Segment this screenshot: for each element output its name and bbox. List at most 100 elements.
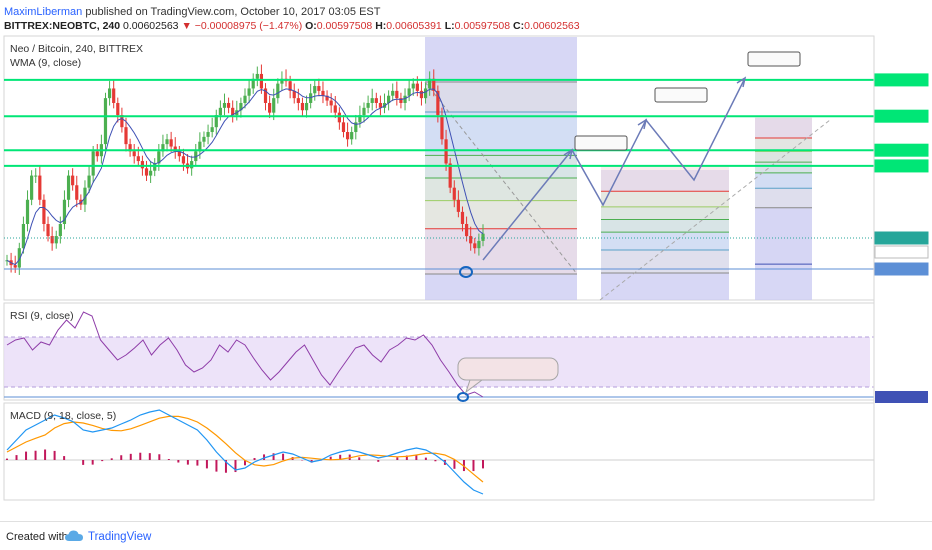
candle-body[interactable] (206, 132, 210, 137)
candle-body[interactable] (259, 73, 264, 89)
candle-body[interactable] (456, 199, 460, 212)
candle-body[interactable] (374, 98, 378, 103)
candle-body[interactable] (280, 78, 284, 84)
candle-body[interactable] (403, 95, 407, 103)
candle-body[interactable] (292, 90, 296, 99)
candle-body[interactable] (272, 98, 276, 113)
candle-body[interactable] (140, 161, 145, 169)
buy-callout[interactable] (457, 357, 559, 381)
candle-body[interactable] (149, 170, 153, 176)
candle-body[interactable] (198, 141, 202, 152)
candle-body[interactable] (194, 151, 198, 162)
candle-body[interactable] (354, 122, 358, 133)
candle-body[interactable] (165, 139, 169, 145)
candle-body[interactable] (337, 112, 341, 123)
candle-body[interactable] (276, 83, 280, 99)
candle-body[interactable] (173, 146, 177, 152)
target-box[interactable] (574, 135, 628, 151)
candle-body[interactable] (387, 95, 391, 103)
candle-body[interactable] (95, 151, 99, 157)
candle-body[interactable] (309, 93, 313, 103)
candle-body[interactable] (428, 78, 432, 89)
projection-path[interactable] (482, 77, 746, 261)
candle-body[interactable] (432, 78, 436, 91)
candle-body[interactable] (477, 240, 481, 249)
candle-body[interactable] (34, 175, 38, 177)
candle-body[interactable] (268, 102, 272, 113)
candle-body[interactable] (13, 265, 17, 268)
candle-body[interactable] (107, 88, 112, 99)
target-box[interactable] (747, 51, 801, 67)
candle-body[interactable] (321, 90, 325, 96)
candle-body[interactable] (222, 102, 227, 108)
candle-body[interactable] (50, 236, 54, 244)
candle-body[interactable] (71, 175, 75, 186)
candle-body[interactable] (399, 98, 403, 103)
candle-body[interactable] (395, 90, 399, 99)
candle-body[interactable] (473, 243, 477, 249)
candle-body[interactable] (366, 102, 370, 108)
candle-body[interactable] (58, 223, 62, 237)
tradingview-brand[interactable]: TradingView (88, 531, 152, 543)
candle-body[interactable] (444, 139, 448, 164)
candle-body[interactable] (415, 83, 419, 91)
candle-body[interactable] (177, 151, 181, 157)
candle-body[interactable] (329, 100, 333, 106)
candle-body[interactable] (153, 163, 157, 171)
candle-body[interactable] (124, 127, 128, 145)
candle-body[interactable] (103, 98, 108, 145)
candle-body[interactable] (190, 161, 194, 169)
candle-body[interactable] (54, 236, 58, 244)
candle-body[interactable] (243, 95, 247, 103)
candle-body[interactable] (325, 95, 329, 101)
candle-body[interactable] (407, 88, 411, 96)
candle-body[interactable] (87, 175, 91, 188)
candle-body[interactable] (132, 151, 136, 157)
candle-body[interactable] (452, 187, 456, 200)
candle-body[interactable] (112, 88, 116, 103)
candle-body[interactable] (300, 102, 305, 111)
rsi-line[interactable] (6, 311, 484, 398)
candle-body[interactable] (378, 102, 383, 108)
candle-body[interactable] (469, 236, 473, 244)
wma-line[interactable] (6, 88, 484, 266)
candle-body[interactable] (251, 78, 255, 89)
candle-body[interactable] (296, 98, 300, 103)
candle-body[interactable] (419, 90, 424, 99)
candle-body[interactable] (231, 107, 235, 116)
candle-body[interactable] (288, 81, 292, 91)
candle-body[interactable] (391, 90, 395, 96)
candle-body[interactable] (333, 105, 337, 113)
candle-body[interactable] (116, 102, 120, 116)
macd-signal-line[interactable] (6, 415, 484, 483)
candle-body[interactable] (91, 151, 95, 176)
candle-body[interactable] (247, 88, 251, 96)
candle-body[interactable] (169, 139, 173, 147)
candle-body[interactable] (448, 163, 452, 188)
candle-body[interactable] (210, 127, 214, 133)
candle-body[interactable] (460, 211, 465, 224)
candle-body[interactable] (120, 115, 124, 128)
candle-body[interactable] (358, 115, 362, 123)
author-link[interactable]: MaximLiberman (4, 6, 83, 18)
candle-body[interactable] (313, 86, 317, 94)
candle-body[interactable] (423, 88, 428, 99)
trading-chart[interactable]: Neo / Bitcoin, 240, BITTREX WMA (9, clos… (0, 0, 932, 520)
candle-body[interactable] (21, 223, 26, 249)
candle-body[interactable] (75, 185, 79, 200)
candle-body[interactable] (440, 115, 444, 140)
macd-line[interactable] (6, 409, 484, 495)
candle-body[interactable] (255, 73, 259, 79)
candle-body[interactable] (345, 132, 350, 140)
candle-body[interactable] (66, 175, 71, 200)
candle-body[interactable] (83, 187, 87, 205)
candle-body[interactable] (161, 144, 165, 152)
fib-trend-line[interactable] (424, 81, 578, 275)
candle-body[interactable] (62, 199, 67, 224)
candle-body[interactable] (128, 144, 132, 152)
candle-body[interactable] (370, 98, 374, 103)
candle-body[interactable] (46, 223, 50, 237)
candle-body[interactable] (350, 132, 354, 140)
candle-body[interactable] (38, 175, 42, 200)
candle-body[interactable] (411, 83, 415, 89)
